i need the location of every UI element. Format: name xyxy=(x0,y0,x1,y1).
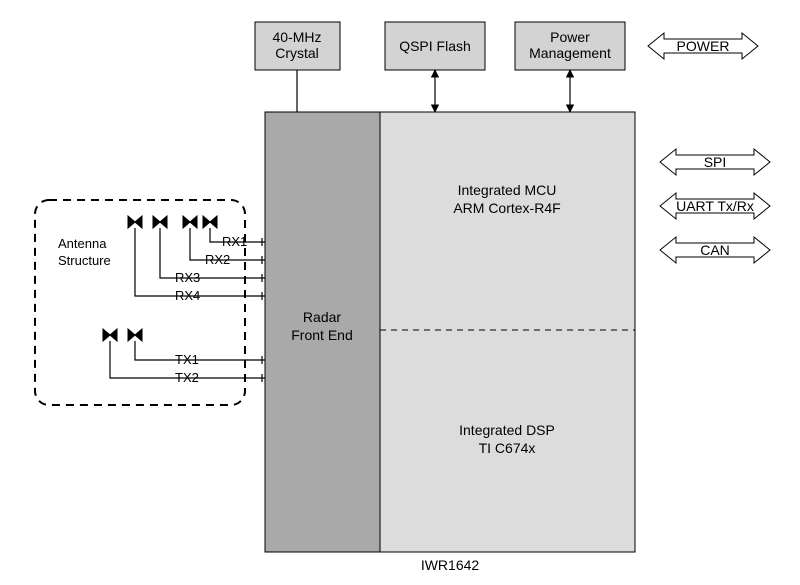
crystal-line2: Crystal xyxy=(275,45,319,61)
spi-arrow: SPI xyxy=(660,149,770,175)
antenna-title-2: Structure xyxy=(58,253,111,268)
tx2-label: TX2 xyxy=(175,370,199,385)
crystal-line1: 40-MHz xyxy=(272,29,321,45)
uart-arrow: UART Tx/Rx xyxy=(660,193,770,219)
pwr-line1: Power xyxy=(550,29,590,45)
power-arrow-label: POWER xyxy=(677,38,730,54)
mcu-label-2: ARM Cortex-R4F xyxy=(453,200,560,216)
spi-arrow-label: SPI xyxy=(704,154,727,170)
rx-antenna-icon xyxy=(153,216,167,228)
rx1-label: RX1 xyxy=(222,234,247,249)
dsp-label-2: TI C674x xyxy=(479,440,536,456)
antenna-title-1: Antenna xyxy=(58,236,107,251)
dsp-label-1: Integrated DSP xyxy=(459,422,555,438)
radar-label-1: Radar xyxy=(303,309,341,325)
uart-arrow-label: UART Tx/Rx xyxy=(676,198,754,214)
tx-antenna-icon xyxy=(128,329,142,341)
can-arrow: CAN xyxy=(660,237,770,263)
chip-label: IWR1642 xyxy=(421,557,480,573)
crystal-block: 40-MHz Crystal xyxy=(255,22,340,70)
tx-antenna-icon xyxy=(103,329,117,341)
power-arrow: POWER xyxy=(648,33,758,59)
mcu-label-1: Integrated MCU xyxy=(458,182,557,198)
pwr-line2: Management xyxy=(529,45,611,61)
rx4-label: RX4 xyxy=(175,288,200,303)
qspi-label: QSPI Flash xyxy=(399,38,471,54)
can-arrow-label: CAN xyxy=(700,242,730,258)
qspi-block: QSPI Flash xyxy=(385,22,485,70)
rx3-label: RX3 xyxy=(175,270,200,285)
rx-antenna-icon xyxy=(183,216,197,228)
power-mgmt-block: Power Management xyxy=(515,22,625,70)
rx2-label: RX2 xyxy=(205,252,230,267)
rx-antenna-icon xyxy=(128,216,142,228)
block-diagram: 40-MHz Crystal QSPI Flash Power Manageme… xyxy=(0,0,800,585)
antenna-structure-box xyxy=(35,200,245,405)
rx-antenna-icon xyxy=(203,216,217,228)
tx1-label: TX1 xyxy=(175,352,199,367)
radar-label-2: Front End xyxy=(291,327,352,343)
